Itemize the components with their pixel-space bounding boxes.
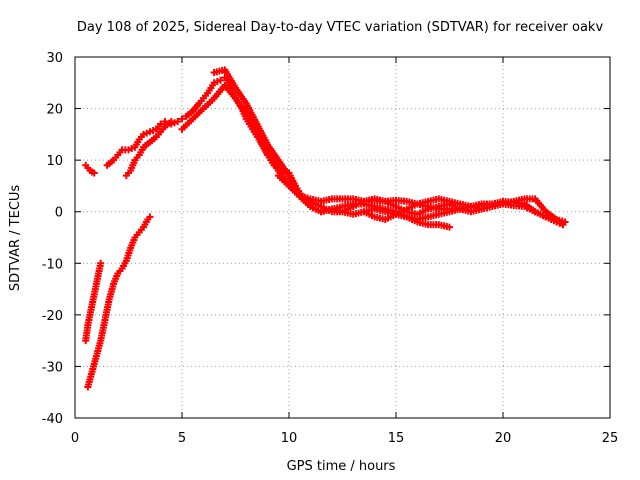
data-point <box>174 117 182 125</box>
chart-title: Day 108 of 2025, Sidereal Day-to-day VTE… <box>77 20 604 35</box>
data-point <box>559 221 567 229</box>
y-tick-label: -10 <box>42 257 63 272</box>
data-point <box>446 223 453 231</box>
y-tick-label: 10 <box>46 154 63 169</box>
x-tick-label: 5 <box>178 431 186 446</box>
series-arc-1 <box>82 161 98 177</box>
series-arc-3 <box>122 117 175 180</box>
x-tick-label: 15 <box>388 431 405 446</box>
y-tick-label: 30 <box>46 51 63 66</box>
x-tick-label: 0 <box>71 431 79 446</box>
axis-ticks: 0 5 10 15 20 25 -40 -30 -20 -10 0 10 20 30 <box>42 51 619 446</box>
data-point <box>97 259 105 267</box>
y-tick-label: 20 <box>46 103 63 118</box>
x-tick-label: 20 <box>495 431 512 446</box>
y-tick-label: 0 <box>55 206 63 221</box>
x-axis-label: GPS time / hours <box>287 459 396 474</box>
data-point <box>146 213 154 221</box>
data-point <box>178 115 186 123</box>
data-point <box>478 205 486 213</box>
x-tick-label: 25 <box>602 431 619 446</box>
data-point <box>157 120 165 128</box>
series-arc-5 <box>84 213 154 391</box>
y-tick-label: -20 <box>42 309 63 324</box>
series-arc-9 <box>274 172 567 229</box>
data-point <box>217 76 225 84</box>
grid <box>75 57 610 418</box>
series-arc-10 <box>360 195 486 223</box>
data-point <box>90 169 98 177</box>
series-arc-4 <box>82 259 105 345</box>
data-points <box>82 66 569 391</box>
y-axis-label: SDTVAR / TECUs <box>8 185 23 292</box>
x-tick-label: 10 <box>281 431 298 446</box>
y-tick-label: -40 <box>42 412 63 427</box>
y-tick-label: -30 <box>42 360 63 375</box>
series-arc-2 <box>103 117 169 169</box>
plot-frame <box>74 56 611 419</box>
